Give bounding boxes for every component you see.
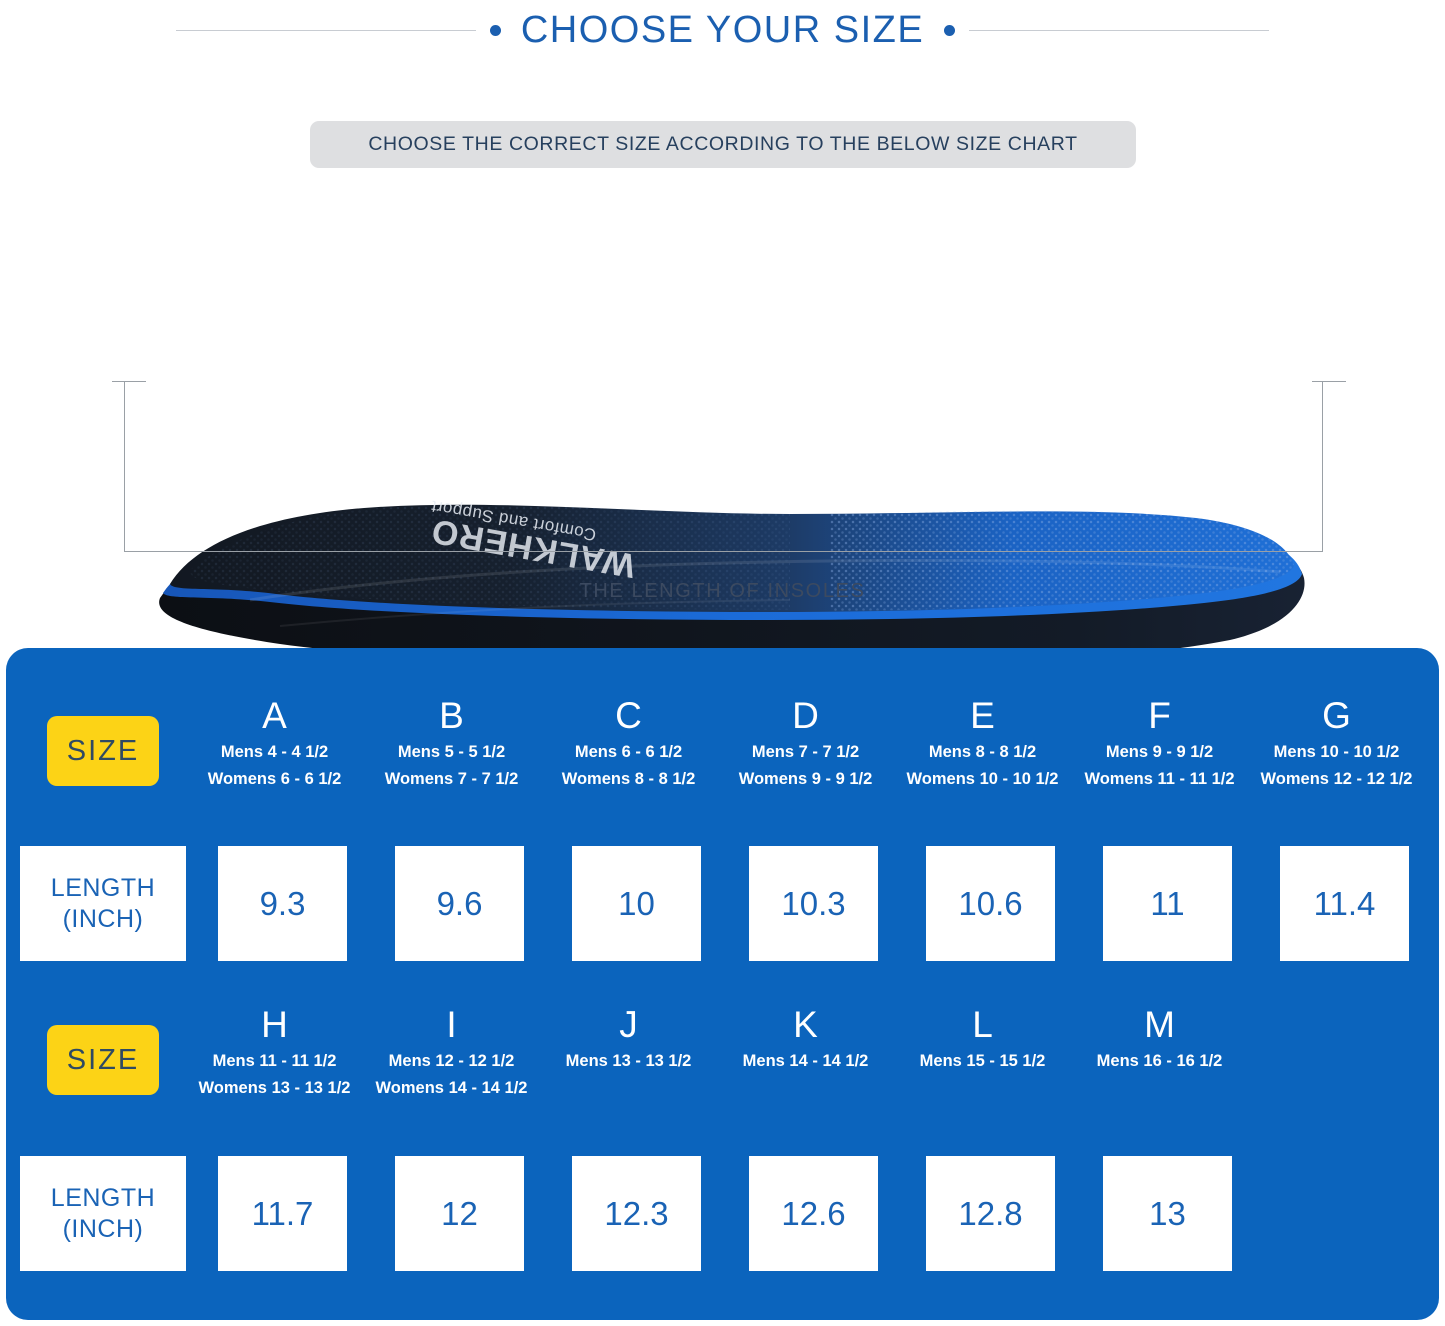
bullet-dot-icon-right (944, 24, 956, 36)
size-mens-b: Mens 5 - 5 1/2 (397, 743, 506, 761)
length-value-l: 12.8 (926, 1156, 1055, 1271)
measure-baseline (124, 551, 1323, 552)
insole-shape-svg (159, 504, 1310, 686)
size-mens-l: Mens 15 - 15 1/2 (919, 1052, 1046, 1070)
size-mens-d: Mens 7 - 7 1/2 (751, 743, 860, 761)
size-column-empty (1248, 1001, 1425, 1119)
size-letter-i: I (446, 1004, 457, 1045)
size-womens-i: Womens 14 - 14 1/2 (375, 1079, 528, 1097)
size-mens-g: Mens 10 - 10 1/2 (1273, 743, 1400, 761)
size-column-i: I Mens 12 - 12 1/2 Womens 14 - 14 1/2 (363, 1001, 540, 1119)
size-womens-f: Womens 11 - 11 1/2 (1084, 770, 1235, 788)
size-column-j: J Mens 13 - 13 1/2 (540, 1001, 717, 1119)
page-title: CHOOSE YOUR SIZE (520, 8, 925, 51)
size-column-d: D Mens 7 - 7 1/2 Womens 9 - 9 1/2 (717, 692, 894, 810)
length-value-a: 9.3 (218, 846, 347, 961)
measure-tick-right (1312, 381, 1346, 382)
instruction-banner-text: CHOOSE THE CORRECT SIZE ACCORDING TO THE… (368, 133, 1078, 155)
size-column-e: E Mens 8 - 8 1/2 Womens 10 - 10 1/2 (894, 692, 1071, 810)
title-rule-left (175, 29, 476, 31)
size-header-row-1: SIZE A Mens 4 - 4 1/2 Womens 6 - 6 1/2 B… (20, 692, 1425, 810)
length-value-e: 10.6 (926, 846, 1055, 961)
length-row-1: LENGTH (INCH) 9.3 9.6 10 10.3 10.6 11 11… (20, 846, 1425, 961)
insole-illustration: Comfort and Support WALKHERO (130, 450, 1320, 690)
size-womens-c: Womens 8 - 8 1/2 (561, 770, 696, 788)
size-column-k: K Mens 14 - 14 1/2 (717, 1001, 894, 1119)
size-badge-cell-1: SIZE (20, 692, 186, 810)
size-womens-d: Womens 9 - 9 1/2 (738, 770, 873, 788)
size-mens-h: Mens 11 - 11 1/2 (212, 1052, 337, 1070)
size-letter-g: G (1322, 695, 1351, 736)
length-label-line2: (INCH) (62, 904, 144, 933)
size-chart-panel: SIZE A Mens 4 - 4 1/2 Womens 6 - 6 1/2 B… (6, 648, 1439, 1320)
length-label-2: LENGTH (INCH) (20, 1156, 186, 1271)
title-rule-right (969, 29, 1270, 31)
size-letter-c: C (615, 695, 642, 736)
size-letter-f: F (1148, 695, 1171, 736)
size-mens-i: Mens 12 - 12 1/2 (388, 1052, 515, 1070)
size-letter-k: K (793, 1004, 818, 1045)
size-womens-a: Womens 6 - 6 1/2 (207, 770, 342, 788)
length-value-k: 12.6 (749, 1156, 878, 1271)
size-letter-m: M (1144, 1004, 1175, 1045)
length-value-c: 10 (572, 846, 701, 961)
length-label-line1-b: LENGTH (50, 1183, 156, 1212)
length-label-line1: LENGTH (50, 873, 156, 902)
size-column-g: G Mens 10 - 10 1/2 Womens 12 - 12 1/2 (1248, 692, 1425, 810)
length-value-g: 11.4 (1280, 846, 1409, 961)
size-womens-e: Womens 10 - 10 1/2 (906, 770, 1059, 788)
size-column-f: F Mens 9 - 9 1/2 Womens 11 - 11 1/2 (1071, 692, 1248, 810)
size-badge-2: SIZE (47, 1025, 159, 1095)
size-mens-f: Mens 9 - 9 1/2 (1105, 743, 1214, 761)
length-value-empty (1280, 1156, 1409, 1271)
length-value-i: 12 (395, 1156, 524, 1271)
length-value-h: 11.7 (218, 1156, 347, 1271)
measure-line-right (1322, 381, 1323, 552)
length-value-f: 11 (1103, 846, 1232, 961)
instruction-banner: CHOOSE THE CORRECT SIZE ACCORDING TO THE… (310, 121, 1136, 168)
size-mens-m: Mens 16 - 16 1/2 (1096, 1052, 1223, 1070)
size-letter-h: H (261, 1004, 288, 1045)
size-column-m: M Mens 16 - 16 1/2 (1071, 1001, 1248, 1119)
measure-tick-left (112, 381, 146, 382)
length-value-m: 13 (1103, 1156, 1232, 1271)
size-mens-c: Mens 6 - 6 1/2 (574, 743, 683, 761)
measure-line-left (124, 381, 125, 552)
size-column-a: A Mens 4 - 4 1/2 Womens 6 - 6 1/2 (186, 692, 363, 810)
bullet-dot-icon-left (489, 24, 501, 36)
size-mens-e: Mens 8 - 8 1/2 (928, 743, 1037, 761)
length-value-d: 10.3 (749, 846, 878, 961)
size-column-h: H Mens 11 - 11 1/2 Womens 13 - 13 1/2 (186, 1001, 363, 1119)
size-column-b: B Mens 5 - 5 1/2 Womens 7 - 7 1/2 (363, 692, 540, 810)
size-badge-cell-2: SIZE (20, 1001, 186, 1119)
size-letter-a: A (262, 695, 287, 736)
insole-photo-area: Comfort and Support WALKHERO (0, 200, 1445, 686)
page-header: CHOOSE YOUR SIZE (0, 0, 1445, 60)
size-letter-d: D (792, 695, 819, 736)
size-column-c: C Mens 6 - 6 1/2 Womens 8 - 8 1/2 (540, 692, 717, 810)
size-letter-j: J (619, 1004, 638, 1045)
length-row-2: LENGTH (INCH) 11.7 12 12.3 12.6 12.8 13 (20, 1156, 1425, 1271)
size-letter-l: L (972, 1004, 993, 1045)
size-badge-1: SIZE (47, 716, 159, 786)
length-value-b: 9.6 (395, 846, 524, 961)
size-header-row-2: SIZE H Mens 11 - 11 1/2 Womens 13 - 13 1… (20, 1001, 1425, 1119)
size-womens-g: Womens 12 - 12 1/2 (1260, 770, 1413, 788)
length-label-line2-b: (INCH) (62, 1214, 144, 1243)
length-label-1: LENGTH (INCH) (20, 846, 186, 961)
size-mens-k: Mens 14 - 14 1/2 (742, 1052, 869, 1070)
size-womens-h: Womens 13 - 13 1/2 (198, 1079, 351, 1097)
size-column-l: L Mens 15 - 15 1/2 (894, 1001, 1071, 1119)
size-letter-b: B (439, 695, 464, 736)
size-letter-e: E (970, 695, 995, 736)
size-womens-b: Womens 7 - 7 1/2 (384, 770, 519, 788)
size-mens-a: Mens 4 - 4 1/2 (220, 743, 329, 761)
insole-length-caption: THE LENGTH OF INSOLES (579, 580, 866, 602)
size-mens-j: Mens 13 - 13 1/2 (565, 1052, 692, 1070)
length-value-j: 12.3 (572, 1156, 701, 1271)
